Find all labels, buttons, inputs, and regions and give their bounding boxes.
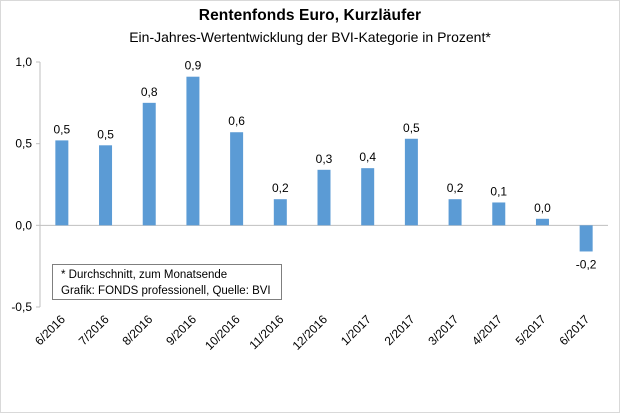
x-tick-label: 5/2017 (513, 312, 549, 348)
x-tick-label: 4/2017 (469, 312, 505, 348)
footnote-box: * Durchschnitt, zum Monatsende Grafik: F… (52, 264, 282, 300)
bar (317, 169, 331, 226)
y-tick-label: 1,0 (15, 55, 32, 69)
x-tick-label: 1/2017 (338, 312, 374, 348)
data-label: 0,9 (185, 59, 202, 73)
bar (230, 132, 244, 226)
bar (273, 199, 287, 226)
bar-series (55, 76, 593, 252)
data-labels: 0,5 0,5 0,8 0,9 0,6 0,2 0,3 0,4 0,5 0,2 0,1 0,0 -0,2 (54, 59, 597, 272)
data-label: 0,6 (228, 114, 245, 128)
bar (55, 140, 69, 226)
bar (186, 76, 200, 226)
x-tick-label: 12/2016 (290, 312, 331, 353)
y-axis: 1,0 0,5 0,0 -0,5 (11, 55, 40, 314)
y-tick-label: -0,5 (11, 300, 32, 314)
data-label: 0,2 (447, 181, 464, 195)
data-label: 0,4 (359, 150, 376, 164)
y-tick-label: 0,0 (15, 218, 32, 232)
bar (99, 145, 113, 226)
x-tick-label: 7/2016 (76, 312, 112, 348)
x-tick-label: 8/2016 (119, 312, 155, 348)
bar (579, 225, 593, 252)
x-tick-label: 11/2016 (246, 312, 286, 352)
footnote-line-1: * Durchschnitt, zum Monatsende (61, 269, 228, 281)
x-tick-label: 6/2016 (32, 312, 68, 348)
data-label: 0,2 (272, 181, 289, 195)
x-tick-label: 2/2017 (382, 312, 418, 348)
data-label: 0,5 (403, 121, 420, 135)
data-label: -0,2 (576, 257, 597, 271)
data-label: 0,5 (54, 122, 71, 136)
bar (448, 199, 462, 226)
y-tick-label: 0,5 (15, 137, 32, 151)
data-label: 0,5 (97, 127, 114, 141)
chart-title: Rentenfonds Euro, Kurzläufer (198, 7, 422, 24)
footnote-line-2: Grafik: FONDS professionell, Quelle: BVI (61, 285, 271, 297)
x-axis: 6/2016 7/2016 8/2016 9/2016 10/2016 11/2016 12… (32, 312, 592, 353)
x-tick-label: 9/2016 (163, 312, 199, 348)
bar (492, 202, 506, 226)
bar (142, 102, 156, 226)
x-tick-label: 3/2017 (425, 312, 461, 348)
data-label: 0,1 (490, 184, 507, 198)
bar (361, 168, 375, 226)
data-label: 0,8 (141, 85, 158, 99)
data-label: 0,3 (316, 152, 333, 166)
chart-subtitle: Ein-Jahres-Wertentwicklung der BVI-Kateg… (129, 29, 491, 45)
x-tick-label: 6/2017 (556, 312, 592, 348)
bar (535, 218, 549, 226)
data-label: 0,0 (534, 201, 551, 215)
bar (404, 138, 418, 226)
x-tick-label: 10/2016 (202, 312, 243, 353)
